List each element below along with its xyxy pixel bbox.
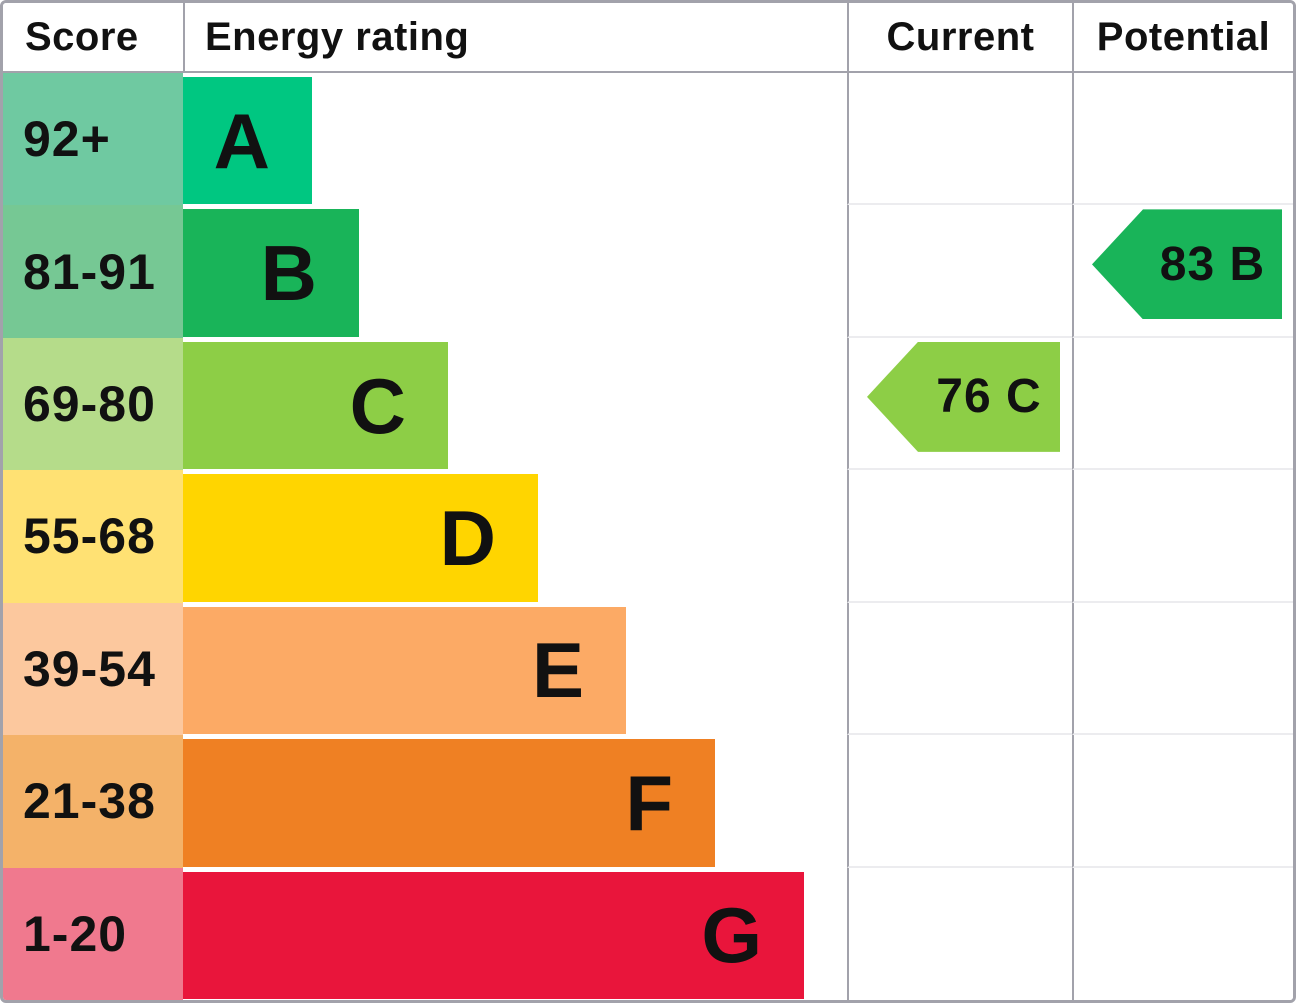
band-score-range: 1-20 [3,867,183,1000]
band-score-range: 92+ [3,73,183,206]
potential-cell [1072,867,1293,1000]
current-cell [847,867,1072,1000]
potential-column-header: Potential [1072,3,1293,73]
band-letter: F [625,758,673,847]
current-cell [847,735,1072,868]
potential-cell [1072,602,1293,736]
band-score-range: 81-91 [3,205,183,338]
band-letter: B [260,229,317,318]
band-score-range: 69-80 [3,337,183,471]
current-rating-arrow: 76 C [867,341,1060,452]
band-letter: D [439,493,496,582]
band-rating-bar: G [183,871,804,999]
band-rating-bar: D [183,474,538,602]
band-letter: A [213,96,270,185]
current-column-header: Current [847,3,1072,73]
band-score-range: 21-38 [3,735,183,868]
band-rating-bar: C [183,341,448,470]
band-bar-cell: A [183,73,847,206]
band-bar-cell: C [183,337,847,471]
band-rating-bar: B [183,209,359,337]
potential-rating-label: 83 B [1159,237,1266,291]
potential-cell [1072,470,1293,603]
band-letter: E [531,626,584,715]
current-cell [847,470,1072,603]
current-cell [847,205,1072,338]
band-bar-cell: B [183,205,847,338]
band-letter: G [701,891,762,980]
energy-rating-column-header: Energy rating [183,3,847,73]
score-column-header: Score [3,3,183,73]
band-bar-cell: E [183,602,847,736]
band-letter: C [349,361,406,450]
band-score-range: 55-68 [3,470,183,603]
current-cell [847,73,1072,206]
current-rating-label: 76 C [936,370,1042,424]
potential-cell [1072,73,1293,206]
band-rating-bar: F [183,739,715,867]
band-bar-cell: F [183,735,847,868]
band-score-range: 39-54 [3,602,183,736]
band-bar-cell: D [183,470,847,603]
band-rating-bar: A [183,77,312,205]
potential-cell: 83 B [1072,205,1293,338]
current-cell: 76 C [847,337,1072,471]
potential-rating-arrow: 83 B [1092,209,1282,320]
potential-cell [1072,735,1293,868]
current-cell [847,602,1072,736]
potential-cell [1072,337,1293,471]
band-rating-bar: E [183,606,626,735]
band-bar-cell: G [183,867,847,1000]
